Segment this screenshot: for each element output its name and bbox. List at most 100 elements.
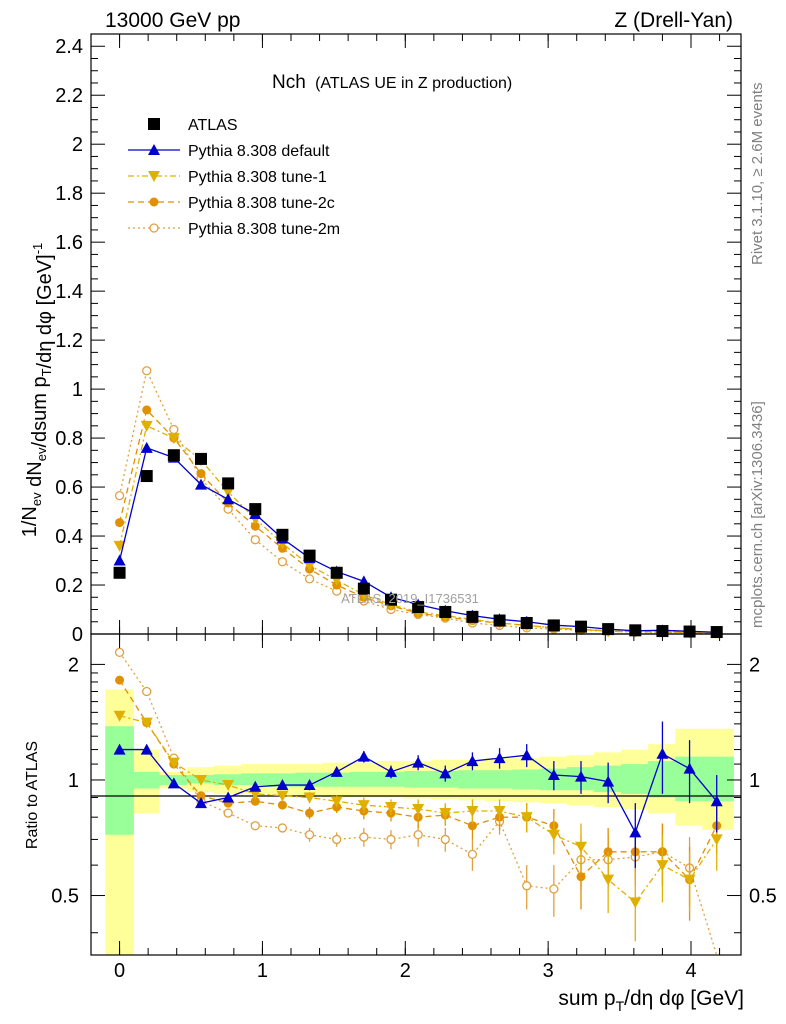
main-point-atlas [412, 601, 425, 614]
ratio-point-tune2c [576, 872, 586, 882]
main-y-tick-label: 1.6 [55, 232, 83, 254]
ratio-y-tick-label: 2 [68, 654, 79, 676]
main-line-tune2m [118, 368, 717, 634]
main-y-tick-label: 1.2 [55, 330, 83, 352]
ratio-y-tick-label: 0.5 [51, 886, 79, 908]
legend-marker-tune2m [149, 223, 159, 233]
legend-label-tune1: Pythia 8.308 tune-1 [188, 169, 327, 186]
main-point-tune1 [113, 540, 126, 552]
ratio-point-default [222, 791, 235, 803]
main-point-atlas [710, 626, 723, 639]
main-y-tick-label: 1.4 [55, 281, 83, 303]
ratio-point-tune1 [113, 710, 126, 722]
ratio-y-tick-label-right: 2 [749, 654, 760, 676]
main-point-tune2m [277, 557, 288, 567]
main-y-axis-label-part: ev [34, 447, 49, 461]
legend-label-atlas: ATLAS [188, 117, 238, 134]
ratio-point-tune2m [304, 830, 315, 840]
ratio-point-default [113, 743, 126, 755]
ratio-point-tune2m [359, 832, 369, 842]
main-plot-panel: 0 0.2 0.4 0.6 0.8 1 1.2 1.4 1.6 1.8 2 2.2 2.4 ATLAS_… [19, 33, 742, 646]
main-point-tune2c [142, 405, 152, 415]
main-plot-marks [113, 366, 723, 639]
main-y-axis-label-part: T [39, 368, 54, 376]
ratio-point-tune1 [276, 790, 289, 802]
ratio-point-tune2m [250, 821, 260, 831]
ratio-point-default [385, 765, 397, 777]
ratio-total-uncertainty-band [105, 689, 734, 955]
main-point-tune2c [250, 521, 260, 531]
ratio-point-tune2c [196, 791, 206, 801]
ratio-point-tune1 [330, 796, 343, 808]
ratio-point-tune1 [683, 874, 696, 886]
ratio-point-default [439, 767, 452, 779]
ratio-uncertainty-bands [105, 689, 734, 955]
legend: ATLAS Pythia 8.308 default Pythia 8.308 tu… [128, 117, 340, 238]
main-point-tune1 [303, 560, 316, 572]
main-point-atlas [303, 549, 316, 562]
main-point-tune1 [140, 420, 153, 432]
ratio-point-default [493, 752, 506, 764]
x-axis-label-part: sum p [558, 987, 615, 1010]
ratio-point-tune2m [142, 686, 152, 697]
main-point-atlas [330, 566, 343, 579]
ratio-line-tune1 [119, 715, 718, 904]
legend-marker-default [148, 144, 160, 155]
ratio-plot-panel: 0.5 0.5 1 1 2 2 0 1 2 3 4 Ratio to ATLAS sum pT/dη… [24, 633, 777, 1014]
x-tick-label: 1 [257, 960, 268, 982]
main-point-atlas [520, 616, 533, 629]
mcplots-label: mcplots.cern.ch [arXiv:1306.3436] [749, 401, 766, 628]
analysis-watermark: ATLAS_2019_I1736531 [341, 591, 479, 606]
ratio-point-tune2m [114, 647, 125, 657]
ratio-point-tune1 [222, 780, 235, 792]
ratio-point-tune1 [710, 834, 723, 846]
ratio-point-tune1 [167, 757, 180, 769]
main-y-tick-label: 0 [72, 624, 83, 646]
ratio-point-tune1 [656, 860, 669, 872]
ratio-point-tune2m [440, 834, 450, 845]
ratio-plot-frame [90, 633, 742, 956]
main-point-atlas [547, 619, 560, 632]
main-point-atlas [222, 477, 235, 490]
ratio-point-default [629, 826, 642, 838]
legend-label-tune2c: Pythia 8.308 tune-2c [188, 195, 335, 212]
main-point-default [113, 554, 126, 566]
main-y-tick-label: 1.8 [55, 183, 83, 205]
ratio-plot-ticks: 0.5 0.5 1 1 2 2 0 1 2 3 4 [51, 634, 777, 982]
main-y-axis-label-part: /dη dφ [GeV] [34, 254, 56, 368]
main-y-axis-label-part: -1 [30, 243, 45, 255]
ratio-point-tune2c [250, 796, 260, 806]
ratio-point-default [683, 762, 696, 774]
ratio-stat-uncertainty-band [105, 726, 734, 835]
energy-label: 13000 GeV pp [105, 9, 240, 32]
main-y-tick-label: 0.6 [55, 477, 83, 499]
ratio-point-tune1 [412, 804, 425, 816]
ratio-y-tick-label: 1 [68, 770, 79, 792]
legend-marker-atlas [148, 118, 160, 130]
ratio-point-tune1 [303, 792, 316, 804]
ratio-point-tune1 [357, 800, 370, 812]
ratio-point-tune1 [493, 806, 506, 818]
ratio-y-tick-label-right: 1 [749, 770, 760, 792]
main-y-axis-label-part: dN [24, 461, 46, 492]
main-plot-ticks: 0 0.2 0.4 0.6 0.8 1 1.2 1.4 1.6 1.8 2 2.2 2.4 [55, 33, 741, 646]
ratio-line-tune2m [119, 651, 718, 956]
ratio-point-default [575, 770, 587, 782]
ratio-point-tune2m [332, 834, 342, 845]
main-y-axis-label: 1/Nev dNev/dsum pT/dη dφ [GeV]-1 [19, 243, 56, 538]
x-tick-label: 3 [543, 960, 554, 982]
ratio-point-default [547, 769, 560, 781]
main-point-atlas [357, 582, 370, 595]
main-point-tune2m [142, 366, 152, 376]
ratio-point-tune2c [115, 675, 125, 685]
ratio-point-default [276, 779, 289, 791]
x-axis-label-part: /dη dφ [GeV] [624, 987, 744, 1010]
x-axis-label: sum pT/dη dφ [GeV] [558, 987, 744, 1014]
ratio-point-tune2c [467, 821, 477, 831]
main-point-atlas [439, 605, 452, 618]
ratio-point-tune2c [305, 808, 315, 818]
ratio-point-default [330, 765, 343, 777]
legend-marker-tune1 [148, 171, 160, 182]
main-point-atlas [493, 614, 506, 627]
ratio-point-tune2m [413, 830, 423, 840]
